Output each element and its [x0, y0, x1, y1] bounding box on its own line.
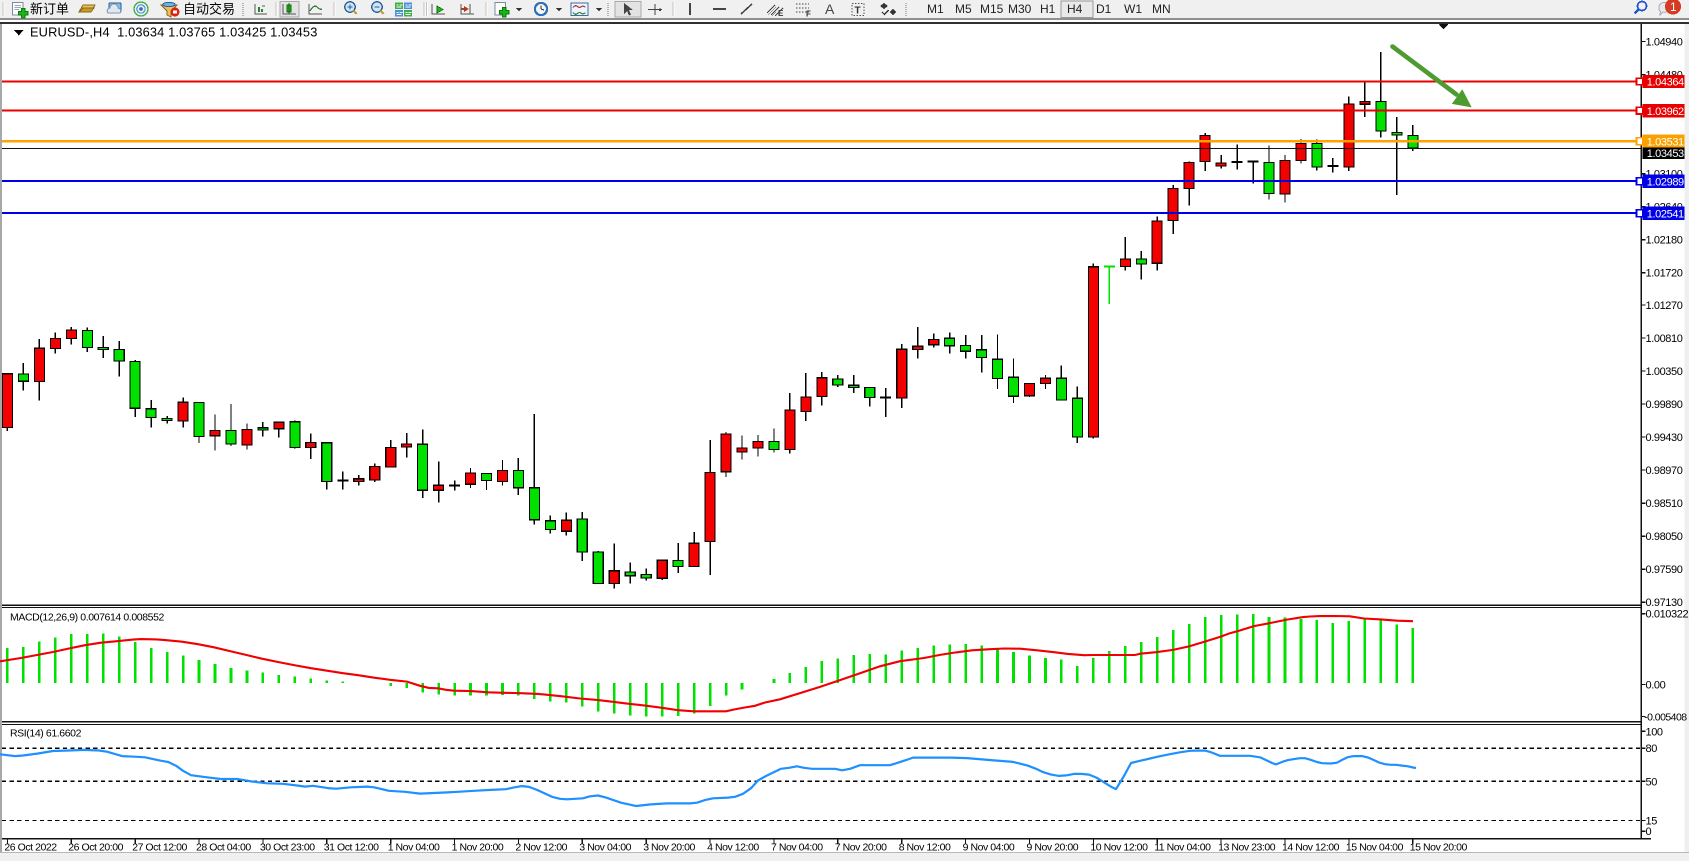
- svg-text:0.98970: 0.98970: [1646, 465, 1683, 477]
- svg-text:1.01270: 1.01270: [1646, 300, 1683, 312]
- svg-text:11 Nov 04:00: 11 Nov 04:00: [1154, 842, 1211, 854]
- svg-text:15 Nov 04:00: 15 Nov 04:00: [1346, 842, 1404, 854]
- svg-text:50: 50: [1646, 776, 1658, 788]
- svg-text:31 Oct 12:00: 31 Oct 12:00: [324, 842, 379, 854]
- svg-text:A: A: [825, 1, 835, 17]
- svg-text:T: T: [855, 6, 861, 17]
- svg-text:0.00: 0.00: [1646, 680, 1666, 692]
- svg-text:27 Oct 12:00: 27 Oct 12:00: [132, 842, 187, 854]
- svg-text:28 Oct 04:00: 28 Oct 04:00: [196, 842, 251, 854]
- svg-text:0.98510: 0.98510: [1646, 498, 1683, 510]
- svg-text:1.03962: 1.03962: [1647, 106, 1684, 118]
- svg-text:1.00350: 1.00350: [1646, 366, 1683, 378]
- svg-text:100: 100: [1646, 726, 1663, 738]
- svg-text:1: 1: [1670, 0, 1677, 14]
- svg-text:1.04364: 1.04364: [1647, 77, 1684, 89]
- svg-text:4 Nov 12:00: 4 Nov 12:00: [707, 842, 759, 854]
- svg-text:-0.005408: -0.005408: [1644, 712, 1687, 724]
- svg-text:0.97590: 0.97590: [1646, 564, 1683, 576]
- svg-text:新订单: 新订单: [30, 2, 69, 17]
- svg-text:0: 0: [1646, 826, 1652, 838]
- svg-text:3 Nov 04:00: 3 Nov 04:00: [579, 842, 631, 854]
- svg-text:M1: M1: [927, 2, 944, 16]
- svg-text:3 Nov 20:00: 3 Nov 20:00: [643, 842, 695, 854]
- svg-text:15 Nov 20:00: 15 Nov 20:00: [1410, 842, 1468, 854]
- svg-text:RSI(14) 61.6602: RSI(14) 61.6602: [10, 728, 82, 740]
- svg-text:9 Nov 20:00: 9 Nov 20:00: [1027, 842, 1079, 854]
- svg-text:自动交易: 自动交易: [183, 2, 235, 17]
- svg-text:1.00810: 1.00810: [1646, 333, 1683, 345]
- svg-text:E: E: [778, 9, 784, 18]
- svg-text:1.03531: 1.03531: [1647, 137, 1684, 149]
- svg-text:0.99890: 0.99890: [1646, 399, 1683, 411]
- svg-text:M30: M30: [1008, 2, 1032, 16]
- svg-text:1 Nov 20:00: 1 Nov 20:00: [452, 842, 504, 854]
- svg-text:0.99430: 0.99430: [1646, 432, 1683, 444]
- svg-text:7 Nov 20:00: 7 Nov 20:00: [835, 842, 887, 854]
- svg-text:9 Nov 04:00: 9 Nov 04:00: [963, 842, 1015, 854]
- svg-text:W1: W1: [1124, 2, 1142, 16]
- svg-text:F: F: [806, 10, 811, 19]
- svg-text:EURUSD-,H4 1.03634 1.03765 1.: EURUSD-,H4 1.03634 1.03765 1.03425 1.034…: [30, 25, 317, 40]
- svg-text:2 Nov 12:00: 2 Nov 12:00: [515, 842, 567, 854]
- svg-text:1.03453: 1.03453: [1647, 148, 1684, 160]
- svg-text:10 Nov 12:00: 10 Nov 12:00: [1090, 842, 1148, 854]
- svg-text:0.98050: 0.98050: [1646, 531, 1683, 543]
- svg-text:1.04940: 1.04940: [1646, 37, 1683, 49]
- svg-text:H4: H4: [1067, 2, 1083, 16]
- svg-text:1.02989: 1.02989: [1647, 176, 1684, 188]
- svg-text:1.02180: 1.02180: [1646, 235, 1683, 247]
- svg-text:0.97130: 0.97130: [1646, 597, 1683, 609]
- svg-text:13 Nov 23:00: 13 Nov 23:00: [1218, 842, 1276, 854]
- svg-text:80: 80: [1646, 743, 1658, 755]
- svg-text:D1: D1: [1096, 2, 1112, 16]
- svg-text:1.02541: 1.02541: [1647, 208, 1684, 220]
- svg-text:MACD(12,26,9) 0.007614 0.00855: MACD(12,26,9) 0.007614 0.008552: [10, 612, 165, 624]
- svg-text:26 Oct 20:00: 26 Oct 20:00: [68, 842, 123, 854]
- svg-text:1.01720: 1.01720: [1646, 268, 1683, 280]
- svg-text:H1: H1: [1040, 2, 1056, 16]
- svg-text:26 Oct 2022: 26 Oct 2022: [4, 842, 57, 854]
- svg-text:M15: M15: [980, 2, 1004, 16]
- svg-text:30 Oct 23:00: 30 Oct 23:00: [260, 842, 315, 854]
- svg-text:1 Nov 04:00: 1 Nov 04:00: [388, 842, 440, 854]
- svg-text:M5: M5: [955, 2, 972, 16]
- svg-text:7 Nov 04:00: 7 Nov 04:00: [771, 842, 823, 854]
- svg-text:0.010322: 0.010322: [1646, 609, 1689, 621]
- svg-text:MN: MN: [1152, 2, 1171, 16]
- svg-text:8 Nov 12:00: 8 Nov 12:00: [899, 842, 951, 854]
- svg-text:14 Nov 12:00: 14 Nov 12:00: [1282, 842, 1340, 854]
